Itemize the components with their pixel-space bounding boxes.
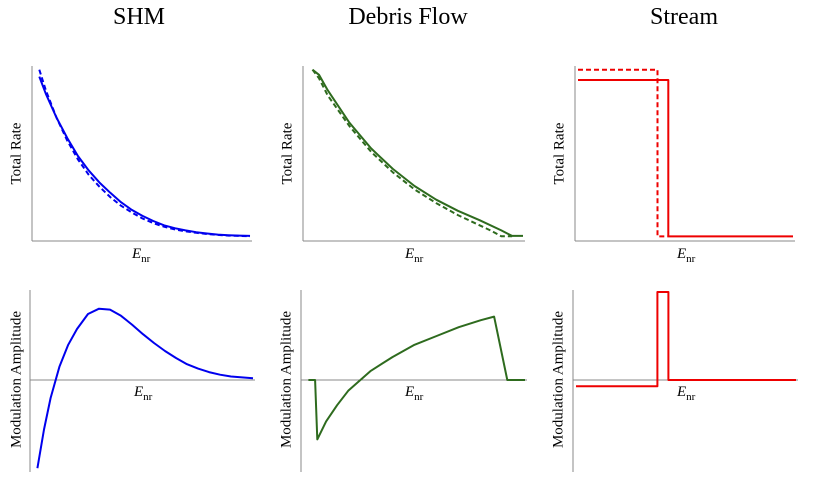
xlabel-stream-total-rate: Enr [677, 246, 696, 265]
debris-total-rate-series-solid [311, 68, 523, 237]
xlabel-debris-total-rate: Enr [405, 246, 424, 265]
shm-total-rate-series-dashed [38, 69, 251, 238]
debris-total-rate-series-dashed [311, 69, 513, 238]
xlabel-debris-modulation: Enr [405, 384, 424, 403]
xlabel-shm-total-rate: Enr [132, 246, 151, 265]
shm-total-rate-series-solid [38, 76, 251, 237]
debris-modulation-series-solid [308, 315, 525, 441]
stream-total-rate-series-solid [578, 79, 793, 238]
stream-total-rate-series-dashed [578, 68, 669, 238]
column-title-shm: SHM [112, 4, 166, 30]
stream-modulation-series-solid [576, 291, 796, 388]
xlabel-stream-modulation: Enr [677, 384, 696, 403]
column-title-stream: Stream [650, 4, 718, 30]
shm-modulation-series-solid [36, 307, 254, 469]
column-title-debris-flow: Debris Flow [348, 4, 468, 30]
xlabel-shm-modulation: Enr [134, 384, 153, 403]
